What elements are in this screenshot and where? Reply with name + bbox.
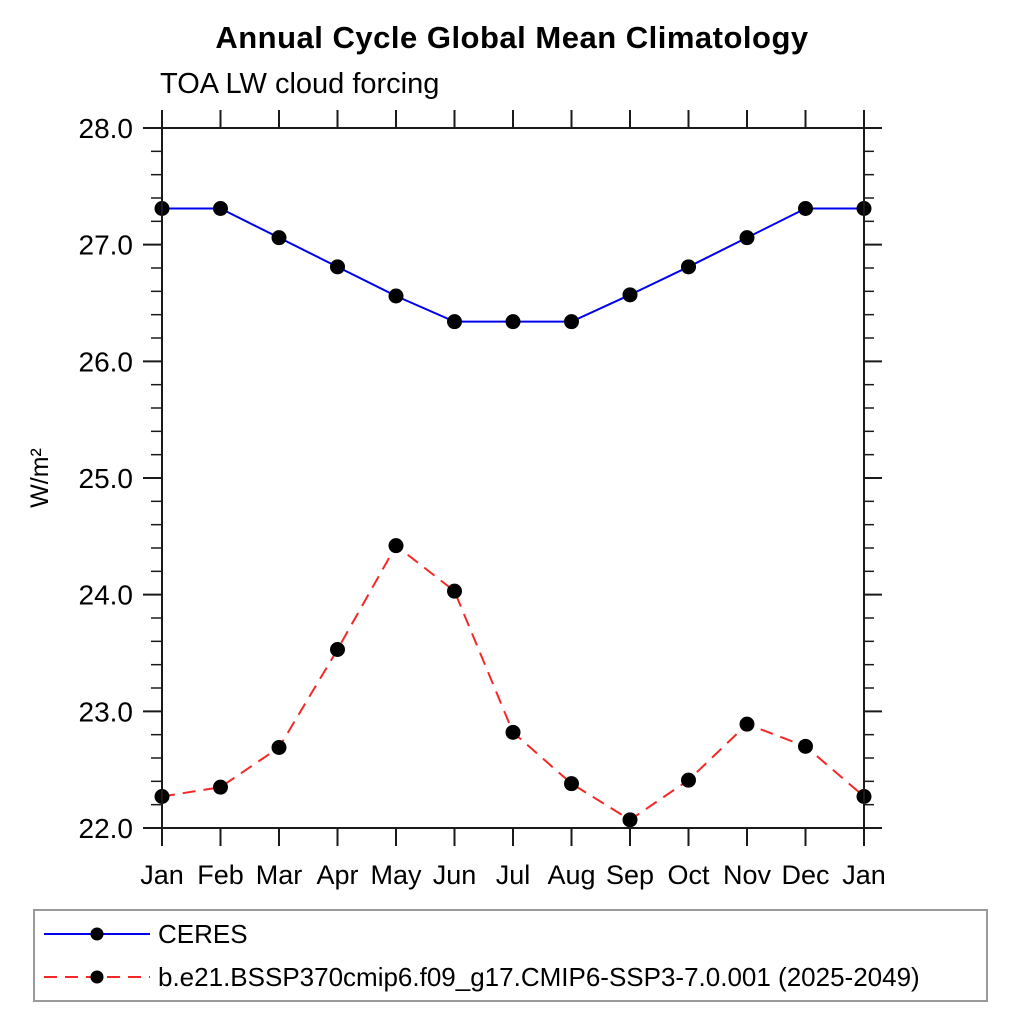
- data-point-marker: [505, 314, 521, 330]
- series-line-dashed: [161, 544, 865, 822]
- x-tick-label: Mar: [256, 860, 303, 890]
- data-point-marker: [798, 738, 813, 754]
- chart-title: Annual Cycle Global Mean Climatology: [215, 20, 809, 55]
- data-point-marker: [447, 583, 462, 599]
- data-point-marker: [213, 201, 228, 216]
- x-tick-label: Dec: [781, 860, 829, 890]
- y-tick-label: 22.0: [79, 813, 134, 844]
- y-axis-label: W/m²: [26, 448, 54, 508]
- plot-frame: [161, 127, 865, 829]
- data-point-marker: [622, 287, 638, 303]
- y-tick-label: 28.0: [79, 113, 134, 144]
- legend-sample-dashed-line-icon: [44, 970, 150, 984]
- x-tick-label: Apr: [316, 860, 358, 890]
- legend-label-ceres: CERES: [158, 918, 248, 949]
- data-point-marker: [388, 288, 404, 304]
- x-tick-label: Feb: [197, 860, 244, 890]
- data-point-marker: [388, 538, 404, 554]
- legend-sample-solid-line-icon: [44, 927, 150, 941]
- x-tick-label: Sep: [606, 860, 654, 890]
- data-point-marker: [330, 642, 345, 657]
- legend-row-ceres: CERES: [35, 914, 986, 954]
- data-series: [154, 201, 872, 828]
- y-tick-label: 27.0: [79, 230, 134, 261]
- x-tick-label: Jan: [842, 860, 886, 890]
- legend: CERES b.e21.BSSP370cmip6.f09_g17.CMIP6-S…: [33, 909, 988, 1002]
- y-tick-label: 24.0: [79, 580, 134, 611]
- y-tick-label: 25.0: [79, 463, 134, 494]
- data-point-marker: [447, 314, 462, 330]
- data-point-marker: [798, 201, 813, 216]
- data-point-marker: [213, 779, 228, 795]
- legend-label-model: b.e21.BSSP370cmip6.f09_g17.CMIP6-SSP3-7.…: [158, 961, 920, 992]
- x-tick-label: Jul: [496, 860, 531, 890]
- data-point-marker: [271, 230, 287, 246]
- y-tick-label: 23.0: [79, 696, 134, 727]
- chart-subtitle: TOA LW cloud forcing: [160, 68, 440, 100]
- y-tick-label: 26.0: [79, 346, 134, 377]
- data-point-marker: [622, 812, 638, 828]
- axis-tick-labels: Jan Feb Mar Apr May Jun Jul Aug Sep Oct Nov Dec Jan2…: [79, 113, 886, 890]
- data-point-marker: [739, 716, 755, 732]
- x-tick-label: Oct: [667, 860, 710, 890]
- series-line-solid: [162, 207, 864, 323]
- axis-ticks: [143, 110, 882, 846]
- data-point-marker: [681, 259, 696, 275]
- x-tick-label: May: [370, 860, 422, 890]
- x-tick-label: Aug: [547, 860, 595, 890]
- line-chart: W/m² Jan Feb Mar Apr May Jun Jul Aug Sep Oct Nov De…: [26, 110, 886, 890]
- data-point-marker: [564, 776, 579, 792]
- data-point-marker: [681, 772, 696, 788]
- data-point-marker: [330, 259, 345, 275]
- data-point-marker: [564, 314, 579, 330]
- legend-row-model: b.e21.BSSP370cmip6.f09_g17.CMIP6-SSP3-7.…: [35, 957, 986, 997]
- data-point-marker: [505, 724, 521, 740]
- x-tick-label: Jun: [433, 860, 477, 890]
- x-tick-label: Jan: [140, 860, 184, 890]
- data-point-marker: [739, 230, 755, 246]
- data-point-marker: [271, 740, 287, 755]
- x-tick-label: Nov: [723, 860, 772, 890]
